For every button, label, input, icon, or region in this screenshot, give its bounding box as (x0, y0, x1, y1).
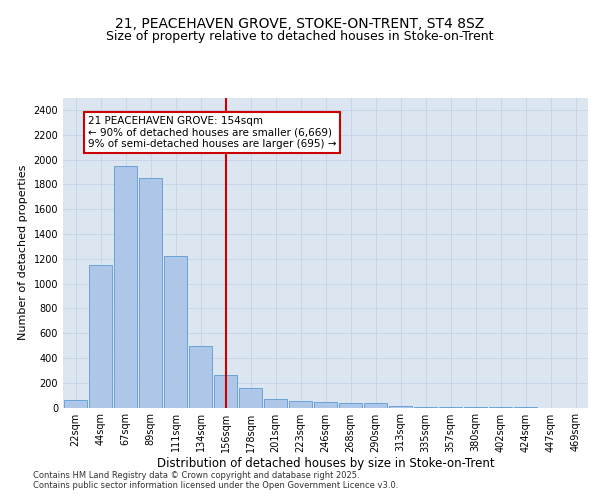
Bar (339, 402, 362, 407)
Bar (364, 403, 387, 407)
Bar (389, 406, 412, 408)
Bar (114, 166, 137, 408)
Text: 21 PEACEHAVEN GROVE: 154sqm
← 90% of detached houses are smaller (6,669)
9% of s: 21 PEACEHAVEN GROVE: 154sqm ← 90% of det… (88, 116, 337, 150)
Bar (89, 265, 112, 408)
Bar (214, 376, 237, 408)
Bar (64, 400, 87, 407)
X-axis label: Distribution of detached houses by size in Stoke-on-Trent: Distribution of detached houses by size … (157, 458, 494, 470)
Text: Size of property relative to detached houses in Stoke-on-Trent: Size of property relative to detached ho… (106, 30, 494, 43)
Bar (164, 256, 187, 408)
Text: 21, PEACEHAVEN GROVE, STOKE-ON-TRENT, ST4 8SZ: 21, PEACEHAVEN GROVE, STOKE-ON-TRENT, ST… (115, 18, 485, 32)
Bar (139, 178, 162, 408)
Bar (189, 346, 212, 408)
Text: Contains HM Land Registry data © Crown copyright and database right 2025.: Contains HM Land Registry data © Crown c… (33, 472, 359, 480)
Bar (289, 402, 312, 407)
Y-axis label: Number of detached properties: Number of detached properties (18, 165, 28, 340)
Bar (314, 402, 337, 407)
Bar (414, 407, 437, 408)
Bar (264, 399, 287, 407)
Text: Contains public sector information licensed under the Open Government Licence v3: Contains public sector information licen… (33, 482, 398, 490)
Bar (239, 388, 262, 407)
